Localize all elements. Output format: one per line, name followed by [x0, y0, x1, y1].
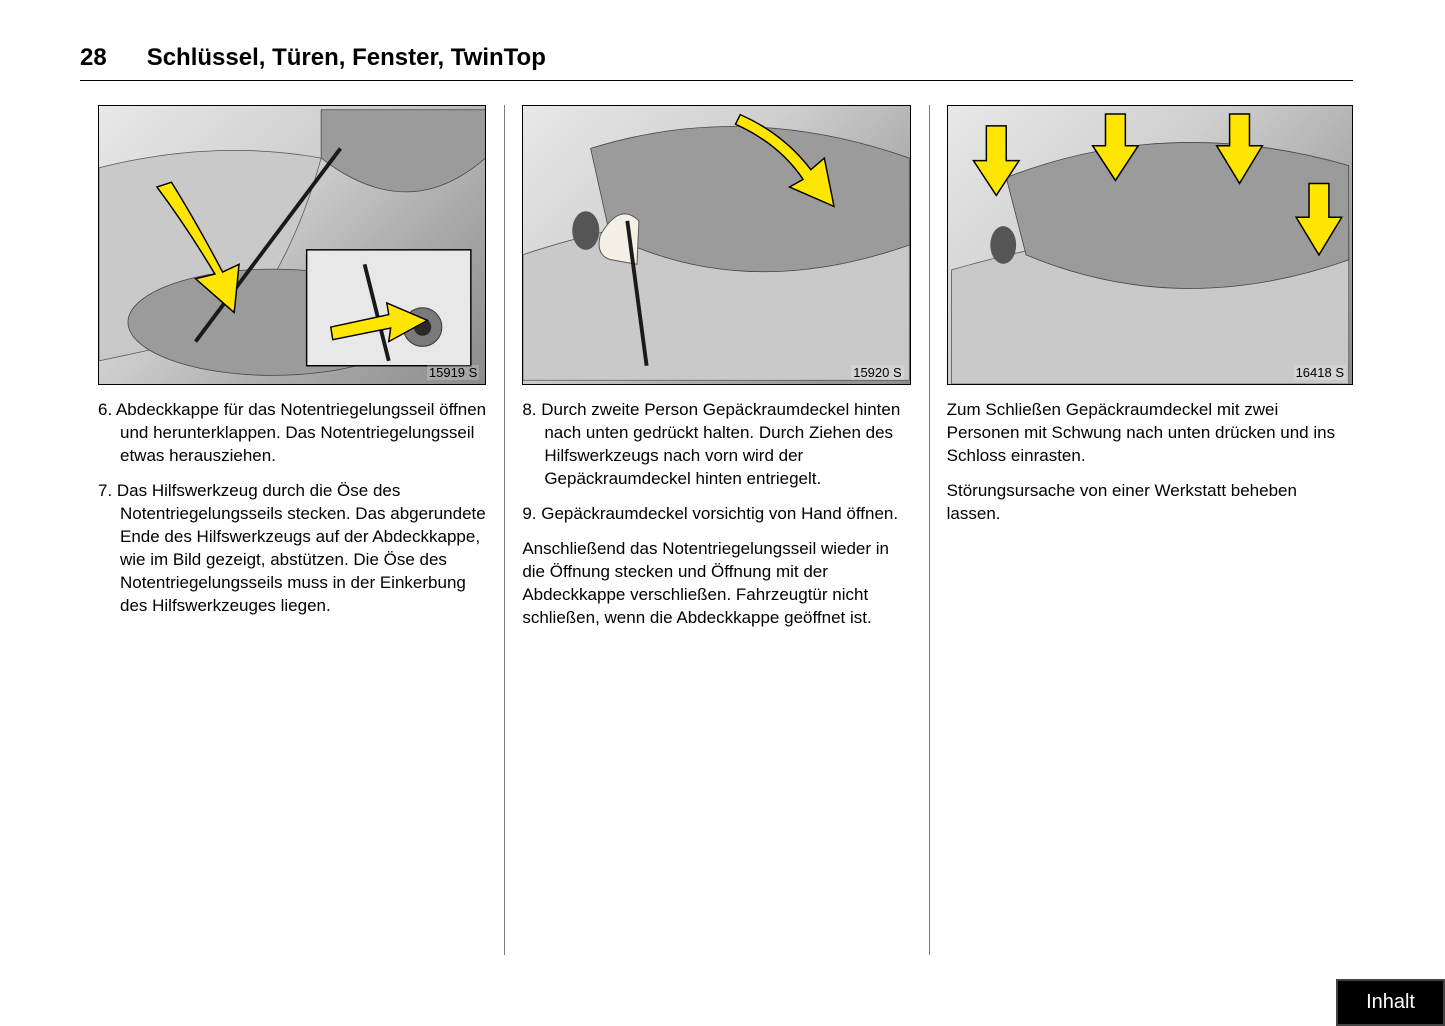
- chapter-title: Schlüssel, Türen, Fenster, TwinTop: [147, 44, 546, 72]
- header-rule: [80, 80, 1353, 81]
- instruction-step: 6. Abdeckkappe für das Notentriegelungss…: [98, 399, 486, 468]
- instruction-list-left: 6. Abdeckkappe für das Notentriegelungss…: [98, 399, 486, 617]
- figure-caption: 16418 S: [1294, 365, 1346, 380]
- column-right: 16418 S Zum Schließen Gepäckraumdeckel m…: [929, 105, 1353, 641]
- page-header: 28 Schlüssel, Türen, Fenster, TwinTop: [80, 44, 1353, 72]
- three-column-layout: 15919 S 6. Abdeckkappe für das Notentrie…: [80, 105, 1353, 641]
- figure-caption: 15919 S: [427, 365, 479, 380]
- contents-button-label: Inhalt: [1366, 991, 1415, 1013]
- column-divider: [504, 105, 505, 955]
- contents-button[interactable]: Inhalt: [1336, 979, 1445, 1026]
- figure-3: 16418 S: [947, 105, 1353, 385]
- column-middle: 15920 S 8. Durch zweite Person Gepäckrau…: [504, 105, 928, 641]
- instruction-step: 8. Durch zweite Person Gepäckraumdeckel …: [522, 399, 910, 491]
- figure-1: 15919 S: [98, 105, 486, 385]
- figure-caption: 15920 S: [851, 365, 903, 380]
- page-number: 28: [80, 44, 107, 72]
- instruction-paragraph: Zum Schließen Gepäckraumdeckel mit zwei …: [947, 399, 1353, 468]
- column-divider: [929, 105, 930, 955]
- instruction-list-middle: 8. Durch zweite Person Gepäckraumdeckel …: [522, 399, 910, 526]
- instruction-step: 9. Gepäckraumdeckel vorsichtig von Hand …: [522, 503, 910, 526]
- instruction-step: 7. Das Hilfswerkzeug durch die Öse des N…: [98, 480, 486, 618]
- column-left: 15919 S 6. Abdeckkappe für das Notentrie…: [80, 105, 504, 641]
- instruction-paragraph: Störungsursache von einer Werkstatt behe…: [947, 480, 1353, 526]
- instruction-paragraph: Anschließend das Notentriegelungsseil wi…: [522, 538, 910, 630]
- figure-2: 15920 S: [522, 105, 910, 385]
